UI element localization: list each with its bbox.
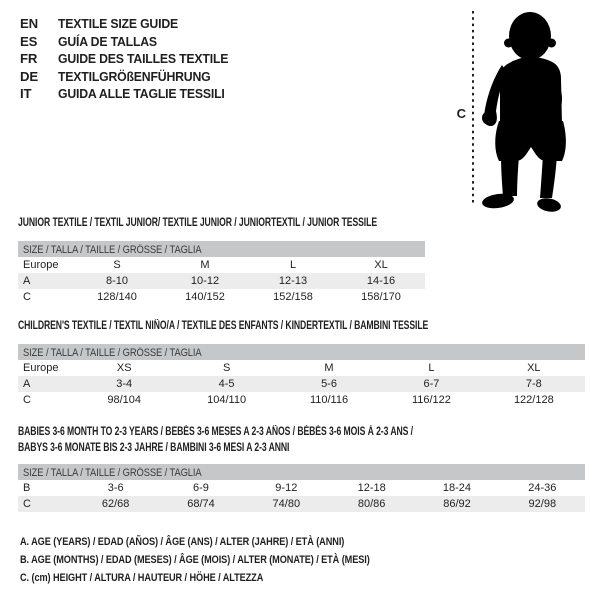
language-row: IT GUIDA ALLE TAGLIE TESSILI [20, 85, 241, 103]
table-row: A 3-4 4-5 5-6 6-7 7-8 [18, 376, 585, 392]
size-value: 9-12 [275, 482, 298, 494]
size-value: M [324, 362, 334, 374]
children-size-table: SIZE / TALLA / TAILLE / GRÖSSE / TAGLIA … [18, 344, 585, 408]
babies-table-title-line2: BABYS 3-6 MONATE BIS 2-3 JAHRE / BAMBINI… [18, 442, 290, 454]
language-code: DE [20, 68, 38, 84]
language-code: ES [20, 33, 38, 49]
language-row: EN TEXTILE SIZE GUIDE [20, 15, 241, 33]
row-label: C [23, 498, 31, 510]
size-value: 10-12 [190, 275, 220, 287]
row-label: Europe [23, 259, 59, 271]
language-row: ES GUÍA DE TALLAS [20, 33, 241, 51]
junior-table-title: JUNIOR TEXTILE / TEXTIL JUNIOR/ TEXTILE … [18, 217, 378, 229]
size-value: 8-10 [105, 275, 129, 287]
table-row: B 3-6 6-9 9-12 12-18 18-24 24-36 [18, 480, 585, 496]
row-label: A [23, 275, 31, 287]
size-value: 74/80 [272, 498, 301, 510]
size-value: L [289, 259, 297, 271]
children-table-title: CHILDREN'S TEXTILE / TEXTIL NIÑO/A / TEX… [18, 320, 429, 332]
size-value: L [428, 362, 435, 374]
size-value: 152/158 [273, 291, 313, 303]
size-value: 62/68 [101, 498, 130, 510]
size-value: 3-4 [116, 378, 133, 390]
size-value: 116/122 [411, 394, 451, 406]
language-row: DE TEXTILGRÖßENFÜHRUNG [20, 68, 241, 86]
junior-size-table: SIZE / TALLA / TAILLE / GRÖSSE / TAGLIA … [18, 241, 425, 305]
junior-table-rows: Europe S M L XL A 8-10 10-12 12-13 14-16 C 128/140 1… [18, 257, 425, 305]
size-value: 12-13 [278, 275, 308, 287]
size-value: 12-18 [357, 482, 386, 494]
size-header-bar: SIZE / TALLA / TAILLE / GRÖSSE / TAGLIA [18, 344, 585, 360]
babies-table-title: BABIES 3-6 MONTH TO 2-3 YEARS / BEBÉS 3-… [18, 424, 413, 456]
size-value: 7-8 [525, 378, 542, 390]
row-label: B [23, 482, 31, 494]
size-value: 14-16 [366, 275, 396, 287]
size-value: XS [116, 362, 132, 374]
language-code: EN [20, 16, 38, 31]
size-header-bar: SIZE / TALLA / TAILLE / GRÖSSE / TAGLIA [18, 241, 425, 257]
size-header-bar: SIZE / TALLA / TAILLE / GRÖSSE / TAGLIA [18, 464, 585, 480]
row-label: A [23, 378, 31, 390]
size-value: 6-9 [193, 482, 209, 494]
table-row: Europe S M L XL [18, 257, 425, 273]
children-table-rows: Europe XS S M L XL A 3-4 4-5 5-6 6-7 7-8 C 98/104 104/… [18, 360, 585, 408]
babies-table-title-line1: BABIES 3-6 MONTH TO 2-3 YEARS / BEBÉS 3-… [18, 426, 413, 438]
size-value: 92/98 [528, 498, 557, 510]
note-line: B. AGE (MONTHS) / EDAD (MESES) / ÂGE (MO… [20, 554, 370, 566]
language-code: FR [20, 51, 38, 67]
size-value: XL [527, 362, 541, 374]
size-value: 140/152 [185, 291, 225, 303]
size-value: 5-6 [321, 378, 337, 390]
size-value: M [200, 259, 210, 271]
size-value: 3-6 [107, 482, 124, 494]
babies-size-table: SIZE / TALLA / TAILLE / GRÖSSE / TAGLIA … [18, 464, 585, 512]
toddler-silhouette-shape [482, 12, 566, 212]
size-value: 110/116 [309, 394, 349, 406]
row-label: C [23, 291, 31, 303]
size-value: 86/92 [443, 498, 471, 510]
table-row: A 8-10 10-12 12-13 14-16 [18, 273, 425, 289]
table-row: C 128/140 140/152 152/158 158/170 [18, 289, 425, 305]
size-guide-figure: C [440, 5, 600, 217]
size-header-label: SIZE / TALLA / TAILLE / GRÖSSE / TAGLIA [23, 467, 202, 479]
row-label: Europe [23, 362, 59, 374]
size-value: 6-7 [423, 378, 440, 390]
note-line: A. AGE (YEARS) / EDAD (AÑOS) / ÂGE (ANS)… [20, 536, 345, 548]
size-header-label: SIZE / TALLA / TAILLE / GRÖSSE / TAGLIA [23, 347, 202, 359]
size-value: 68/74 [187, 498, 215, 510]
language-title: TEXTILGRÖßENFÜHRUNG [58, 68, 211, 84]
size-value: 18-24 [442, 482, 472, 494]
table-row: C 98/104 104/110 110/116 116/122 122/128 [18, 392, 585, 408]
table-row: C 62/68 68/74 74/80 80/86 86/92 92/98 [18, 496, 585, 512]
size-value: S [113, 259, 121, 271]
language-title: GUIDE DES TAILLES TEXTILE [58, 51, 229, 67]
height-reference-label: C [456, 106, 466, 121]
size-value: 122/128 [513, 394, 554, 406]
size-value: XL [374, 259, 388, 271]
language-code: IT [20, 86, 32, 102]
size-value: 24-36 [528, 482, 557, 494]
notes-list: A. AGE (YEARS) / EDAD (AÑOS) / ÂGE (ANS)… [20, 533, 447, 587]
note-line: C. (cm) HEIGHT / ALTURA / HAUTEUR / HÖHE… [20, 572, 264, 584]
size-value: 104/110 [207, 394, 247, 406]
toddler-silhouette-icon [472, 11, 566, 212]
size-value: 80/86 [357, 498, 386, 510]
size-value: 158/170 [361, 291, 401, 303]
row-label: C [23, 394, 31, 406]
language-list: EN TEXTILE SIZE GUIDE ES GUÍA DE TALLAS FR GU… [20, 15, 241, 103]
language-title: GUIDA ALLE TAGLIE TESSILI [58, 86, 225, 102]
babies-table-rows: B 3-6 6-9 9-12 12-18 18-24 24-36 C 62/68 68/74 74/… [18, 480, 585, 512]
table-row: Europe XS S M L XL [18, 360, 585, 376]
size-header-label: SIZE / TALLA / TAILLE / GRÖSSE / TAGLIA [23, 244, 202, 256]
size-value: 98/104 [107, 394, 142, 406]
language-row: FR GUIDE DES TAILLES TEXTILE [20, 50, 241, 68]
language-title: TEXTILE SIZE GUIDE [58, 16, 178, 31]
language-title: GUÍA DE TALLAS [58, 33, 157, 49]
size-value: 128/140 [97, 291, 137, 303]
size-value: 4-5 [218, 378, 235, 390]
size-value: S [222, 362, 231, 374]
